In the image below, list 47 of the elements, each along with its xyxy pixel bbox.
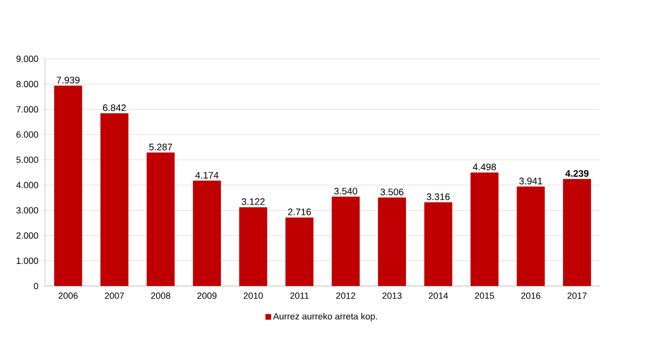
text: 3.941 [519, 178, 542, 184]
x-tick-label: 2012 [336, 292, 356, 299]
x-tick-label: 2017 [568, 292, 587, 299]
x-tick-label: 2010 [244, 292, 263, 299]
y-tick-label: 9.000 [16, 56, 38, 62]
bar [146, 152, 175, 286]
bar [516, 186, 545, 286]
x-tick-label: 2011 [290, 292, 309, 299]
bar [563, 179, 592, 286]
bar [100, 113, 128, 286]
x-tick-label: 2007 [104, 292, 124, 299]
x-tick-label: 2008 [151, 292, 170, 299]
bar [378, 198, 406, 286]
text: 3.122 [242, 198, 265, 206]
y-tick-label: 8.000 [16, 80, 38, 88]
x-tick-label: 2016 [521, 292, 540, 299]
x-tick-label: 2009 [197, 292, 216, 299]
bar [239, 207, 268, 286]
bar [332, 196, 360, 286]
y-tick-label: 6.000 [16, 131, 38, 138]
text: 2.716 [288, 208, 311, 216]
text: 4.239 [565, 170, 589, 177]
text: 4.174 [195, 172, 218, 178]
bar [192, 180, 221, 286]
bar [470, 172, 499, 286]
y-tick-label: 5.000 [16, 156, 38, 163]
y-tick-label: 2.000 [16, 232, 38, 239]
legend-label: Aurrez aurreko arreta kop. [273, 312, 377, 322]
text: 7.939 [56, 76, 80, 84]
text: 4.498 [472, 164, 496, 170]
text: 3.506 [380, 188, 404, 196]
text: 5.287 [149, 144, 172, 150]
text: 3.316 [426, 193, 450, 200]
y-tick-label: 0 [34, 282, 38, 290]
text: 6.842 [103, 104, 126, 112]
y-tick-label: 3.000 [16, 207, 38, 214]
y-tick-label: 1.000 [16, 258, 38, 264]
x-tick-label: 2006 [58, 292, 78, 299]
x-tick-label: 2014 [428, 292, 448, 299]
y-tick-label: 7.000 [16, 106, 38, 112]
bar [54, 86, 82, 286]
y-tick-label: 4.000 [16, 182, 38, 188]
text: 3.540 [334, 188, 358, 194]
bar [424, 202, 452, 286]
x-tick-label: 2013 [382, 292, 402, 299]
x-tick-label: 2015 [474, 292, 494, 299]
bar [285, 217, 314, 286]
